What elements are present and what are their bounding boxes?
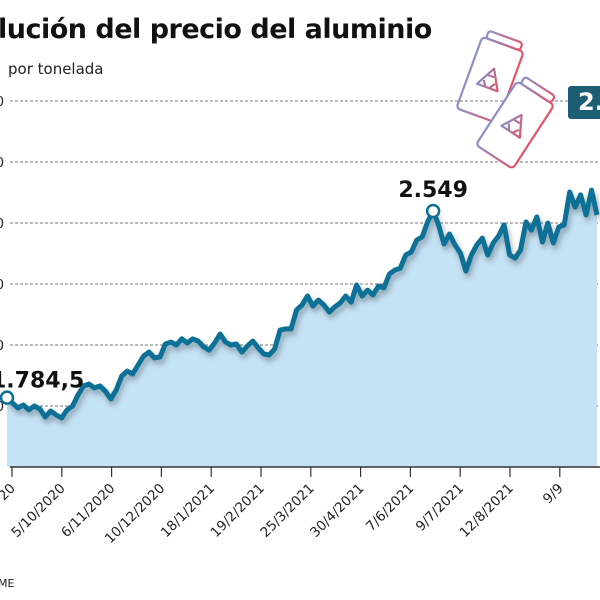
y-tick-label: 2.250	[0, 278, 4, 293]
price-line	[5, 187, 600, 421]
annotation-label-peak: 2.549	[398, 178, 468, 203]
price-area	[7, 190, 597, 467]
y-tick-label: 3.000	[0, 95, 4, 110]
y-tick-label: 2.500	[0, 217, 4, 232]
recycled-cans-icon	[456, 30, 556, 169]
annotation-marker	[0, 390, 15, 405]
y-tick-label: 2.000	[0, 339, 4, 354]
chart-title: lución del precio del aluminio	[0, 14, 432, 45]
source-note: ME	[0, 577, 15, 590]
chart-subtitle: por tonelada	[8, 60, 104, 78]
x-tick-label: 12/8/2021	[457, 481, 517, 541]
x-tick-label: 20	[0, 481, 19, 504]
x-tick-label: 30/4/2021	[307, 481, 367, 541]
x-tick-label: 7/6/2021	[363, 481, 417, 535]
y-tick-label: 1.750	[0, 400, 4, 415]
y-tick-label: 2.750	[0, 156, 4, 171]
current-price-badge: 2.	[568, 86, 600, 119]
x-tick-label: 9/9	[540, 481, 567, 508]
annotation-label-start: 1.784,5	[0, 369, 84, 394]
annotation-marker	[425, 203, 441, 219]
